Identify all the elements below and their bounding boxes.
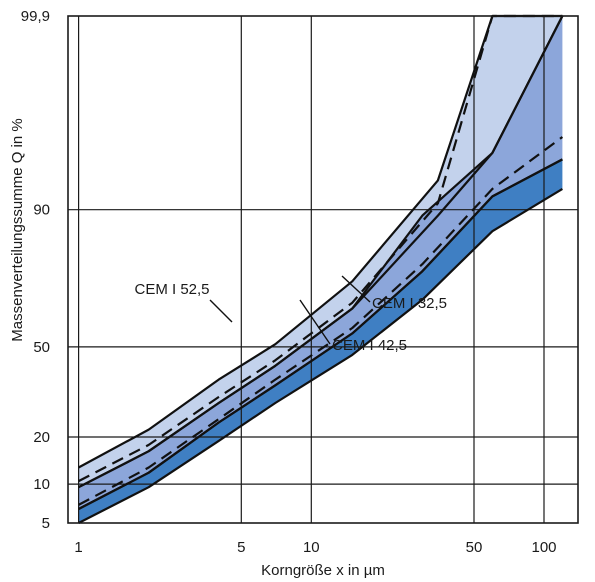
annotation-leader-2 xyxy=(299,299,331,345)
y-tick-label-0: 5 xyxy=(42,515,50,532)
series-2-upper-line xyxy=(78,158,563,510)
annotation-label-1: CEM I 32,5 xyxy=(372,295,447,312)
x-tick-label-0: 1 xyxy=(74,539,82,556)
annotation-label-0: CEM I 52,5 xyxy=(134,281,209,298)
x-tick-label-4: 100 xyxy=(531,539,556,556)
grid-layer xyxy=(68,16,578,523)
x-tick-label-3: 50 xyxy=(466,539,483,556)
y-tick-label-2: 20 xyxy=(33,429,50,446)
series-0-upper-line xyxy=(78,14,563,469)
series-2-lower-line xyxy=(78,187,563,524)
x-tick-labels: 1 5 10 50 100 xyxy=(74,539,556,556)
y-axis-title: Massenverteilungssumme Q in % xyxy=(9,118,26,341)
annotation-label-2: CEM I 42,5 xyxy=(332,337,407,354)
x-tick-label-2: 10 xyxy=(303,539,320,556)
annotation-leader-1 xyxy=(341,275,371,303)
y-tick-label-1: 10 xyxy=(33,476,50,493)
y-tick-label-5: 99,9 xyxy=(21,8,50,25)
x-axis-title: Korngröße x in µm xyxy=(261,562,385,579)
bands-layer xyxy=(78,16,563,523)
annotation-leader-0 xyxy=(209,299,233,323)
band-2 xyxy=(78,159,563,523)
series-1-upper-line xyxy=(78,15,564,489)
y-tick-label-4: 90 xyxy=(33,202,50,219)
y-tick-labels: 5 10 20 50 90 99,9 xyxy=(21,8,50,532)
lines-layer xyxy=(78,14,564,524)
band-0 xyxy=(78,16,563,488)
plot-frame xyxy=(67,15,579,524)
y-tick-label-3: 50 xyxy=(33,339,50,356)
x-tick-label-1: 5 xyxy=(237,539,245,556)
annotations-layer: CEM I 52,5 CEM I 32,5 CEM I 42,5 xyxy=(134,275,447,354)
